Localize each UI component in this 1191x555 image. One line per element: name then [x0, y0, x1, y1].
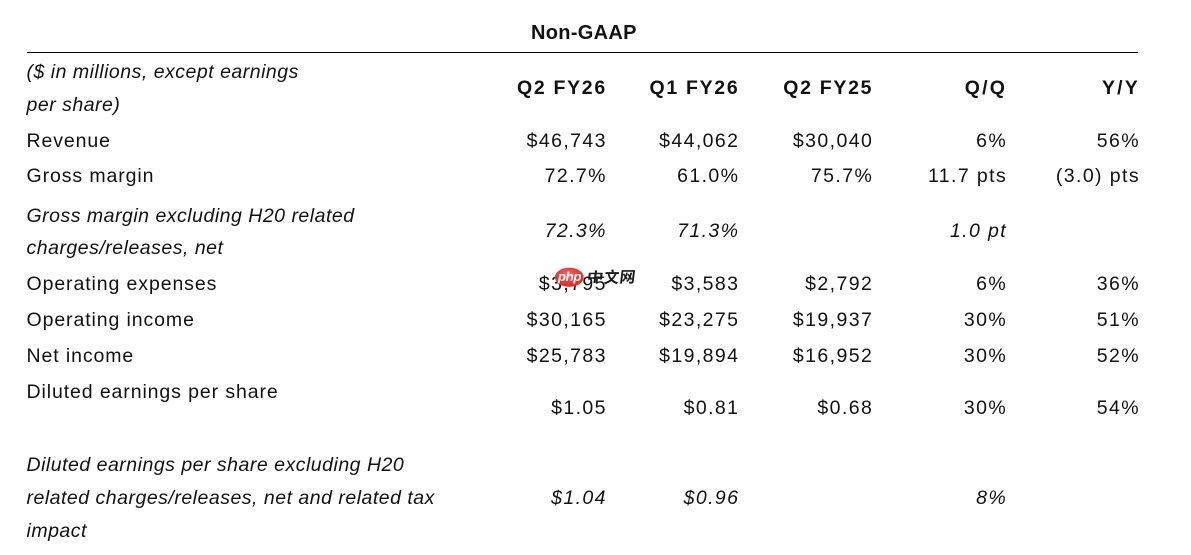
svg-text:php: php: [557, 269, 582, 284]
